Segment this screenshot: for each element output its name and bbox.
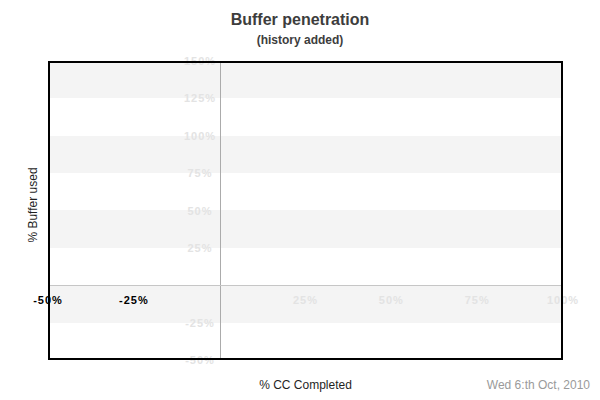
y-tick-label: 25% <box>187 242 212 254</box>
x-tick-label: 50% <box>379 294 404 306</box>
y-tick-label: -25% <box>185 317 215 329</box>
plot-border <box>48 61 563 360</box>
y-tick-label: -50% <box>185 354 215 366</box>
chart-window: Buffer penetration (history added) 150% 1… <box>0 0 600 400</box>
x-tick-label: 25% <box>293 294 318 306</box>
chart-title: Buffer penetration <box>0 11 600 29</box>
y-tick-label: 50% <box>187 205 212 217</box>
y-axis-title: % Buffer used <box>26 167 40 242</box>
y-tick-label: 150% <box>184 55 216 67</box>
x-tick-label: -25% <box>119 294 149 306</box>
plot-area: 150%125%100%75%50%25%-25%-50% -50%-25%25… <box>48 61 563 360</box>
chart-subtitle: (history added) <box>0 33 600 47</box>
x-tick-label: -50% <box>33 294 63 306</box>
x-axis-title: % CC Completed <box>48 378 563 392</box>
zero-gridline-vertical <box>220 61 221 360</box>
zero-gridline-horizontal <box>48 285 563 286</box>
y-tick-label: 75% <box>187 167 212 179</box>
y-tick-label: 125% <box>184 92 216 104</box>
y-tick-label: 100% <box>184 130 216 142</box>
x-tick-label: 100% <box>547 294 579 306</box>
chart-date: Wed 6:th Oct, 2010 <box>487 378 590 392</box>
x-tick-label: 75% <box>465 294 490 306</box>
